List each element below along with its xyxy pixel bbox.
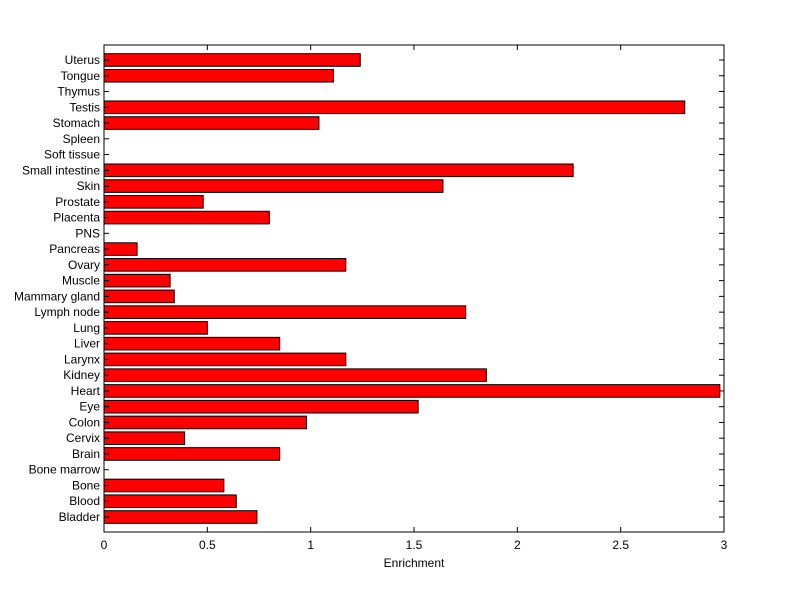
y-tick-label: Lung <box>73 321 100 335</box>
bar-blood <box>103 494 237 509</box>
bar-stomach <box>103 116 320 130</box>
bar-small-intestine <box>103 163 574 178</box>
x-tick-label: 0 <box>101 538 108 552</box>
x-axis-ticks: 0 0.5 1 1.5 2 2.5 3 <box>101 45 728 552</box>
plot-frame <box>103 44 725 533</box>
bar-uterus <box>103 53 361 67</box>
y-tick-label: Placenta <box>53 211 100 225</box>
y-tick-label: Eye <box>79 400 100 414</box>
y-tick-label: Thymus <box>57 85 100 99</box>
x-tick-label: 0.5 <box>199 538 216 552</box>
x-tick-label: 1.5 <box>406 538 423 552</box>
y-tick-label: Ovary <box>68 258 100 272</box>
bar-lymph-node <box>103 305 467 319</box>
y-tick-label: Heart <box>71 384 101 398</box>
x-tick-label: 2 <box>514 538 521 552</box>
bar-ovary <box>103 258 347 272</box>
bar-testis <box>103 100 686 115</box>
y-tick-label: Uterus <box>65 53 100 67</box>
x-axis-label: Enrichment <box>384 556 445 570</box>
y-tick-label: Skin <box>77 179 100 193</box>
y-tick-label: Liver <box>74 337 100 351</box>
y-tick-label: Mammary gland <box>14 289 100 303</box>
y-tick-label: Bone <box>72 478 100 492</box>
y-tick-label: PNS <box>75 226 100 240</box>
y-tick-label: Small intestine <box>22 163 100 177</box>
bar-bladder <box>103 510 258 524</box>
y-tick-label: Blood <box>69 494 100 508</box>
y-tick-label: Colon <box>69 415 100 429</box>
bar-eye <box>103 399 419 414</box>
bar-bone <box>103 478 225 493</box>
y-tick-label: Pancreas <box>49 242 100 256</box>
bar-heart <box>103 384 721 398</box>
bar-tongue <box>103 68 334 83</box>
y-tick-label: Tongue <box>61 69 101 83</box>
y-tick-label: Kidney <box>63 368 100 382</box>
bar-brain <box>103 447 281 461</box>
y-tick-label: Bladder <box>59 510 100 524</box>
y-tick-label: Larynx <box>64 352 100 366</box>
bar-colon <box>103 415 308 430</box>
x-tick-label: 3 <box>721 538 728 552</box>
bar-lung <box>103 321 208 335</box>
x-tick-label: 1 <box>307 538 314 552</box>
y-tick-label: Muscle <box>62 274 100 288</box>
y-tick-label: Spleen <box>63 132 100 146</box>
y-tick-label: Lymph node <box>34 305 100 319</box>
bar-muscle <box>103 273 171 288</box>
bar-placenta <box>103 210 270 225</box>
y-tick-label: Prostate <box>55 195 100 209</box>
bar-liver <box>103 336 281 351</box>
bar-skin <box>103 179 444 193</box>
y-tick-label: Soft tissue <box>44 148 100 162</box>
bar-cervix <box>103 431 186 446</box>
y-tick-label: Testis <box>69 100 100 114</box>
y-tick-label: Bone marrow <box>29 463 101 477</box>
y-tick-label: Cervix <box>66 431 100 445</box>
bar-mammary-gland <box>103 289 175 304</box>
bar-larynx <box>103 352 347 367</box>
y-tick-label: Brain <box>72 447 100 461</box>
bar-prostate <box>103 195 204 209</box>
x-tick-label: 2.5 <box>612 538 629 552</box>
y-tick-label: Stomach <box>53 116 100 130</box>
bar-kidney <box>103 368 487 382</box>
